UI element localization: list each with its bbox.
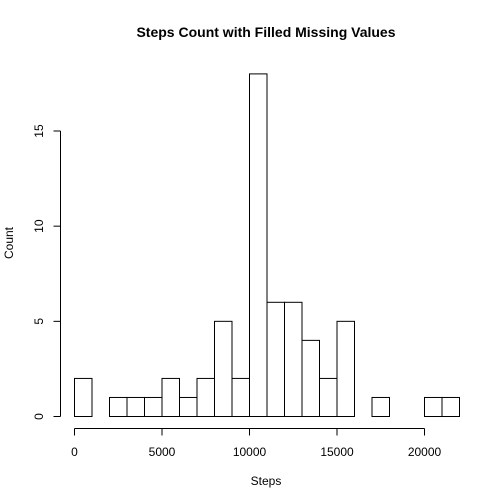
x-axis-label: Steps	[251, 474, 282, 488]
x-axis: 0 5000 10000 15000 20000	[71, 428, 442, 459]
histogram-bar	[266, 301, 285, 417]
histogram-bar	[441, 396, 460, 418]
x-tick-label: 10000	[233, 445, 267, 459]
histogram-bar	[319, 377, 338, 417]
histogram-bar	[371, 396, 390, 418]
y-tick-label: 15	[32, 124, 46, 138]
histogram-bar	[231, 377, 250, 417]
histogram-bar	[214, 320, 233, 417]
histogram-bar	[179, 396, 198, 418]
histogram-bar	[126, 396, 145, 418]
histogram-bar	[161, 377, 180, 417]
histogram-bar	[336, 320, 355, 417]
histogram-bar	[109, 396, 128, 418]
histogram-bar	[301, 339, 320, 417]
chart-title: Steps Count with Filled Missing Values	[136, 24, 395, 40]
y-tick-label: 0	[32, 413, 46, 420]
y-axis-label: Count	[2, 226, 16, 259]
y-axis: 0 5 10 15	[32, 124, 61, 420]
histogram-bars	[74, 73, 460, 418]
y-tick-label: 10	[32, 219, 46, 233]
histogram-bar	[144, 396, 163, 418]
x-tick-label: 15000	[320, 445, 354, 459]
y-tick-label: 5	[32, 318, 46, 325]
x-tick-label: 20000	[408, 445, 442, 459]
x-tick-label: 5000	[149, 445, 176, 459]
histogram-bar	[74, 377, 93, 417]
histogram-bar	[249, 73, 268, 418]
histogram-bar	[196, 377, 215, 417]
histogram-bar	[284, 301, 303, 417]
x-tick-label: 0	[71, 445, 78, 459]
histogram-bar	[424, 396, 443, 418]
